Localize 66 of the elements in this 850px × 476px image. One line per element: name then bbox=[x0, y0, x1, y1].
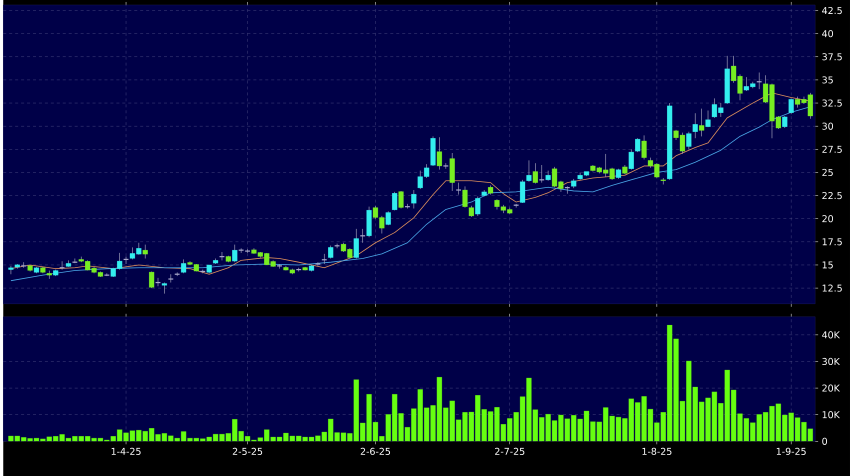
y-tick-label: 30K bbox=[822, 358, 840, 365]
candlestick bbox=[488, 184, 494, 195]
candlestick bbox=[321, 253, 328, 264]
candlestick bbox=[538, 164, 545, 183]
candlestick bbox=[788, 98, 794, 114]
candlestick bbox=[468, 205, 474, 218]
candlestick bbox=[360, 228, 366, 244]
candlestick bbox=[328, 245, 334, 259]
candlestick bbox=[404, 203, 410, 209]
y-tick-label: 17.5 bbox=[822, 238, 842, 246]
candlestick bbox=[398, 190, 404, 209]
candlestick bbox=[571, 178, 576, 188]
candlestick bbox=[232, 244, 238, 262]
candlestick bbox=[705, 110, 711, 128]
x-tick-label: 1-8-25 bbox=[642, 448, 672, 455]
candlestick bbox=[641, 135, 647, 160]
y-tick-label: 20K bbox=[822, 384, 840, 392]
y-tick-label: 40K bbox=[822, 331, 840, 338]
y-tick-label: 0 bbox=[822, 438, 828, 445]
y-tick-label: 35 bbox=[822, 76, 833, 84]
x-tick-label: 2-5-25 bbox=[232, 448, 262, 455]
x-tick-label: 1-9-25 bbox=[776, 448, 806, 455]
candlestick bbox=[354, 228, 359, 259]
candlestick bbox=[526, 160, 532, 182]
candlestick bbox=[162, 282, 167, 294]
y-tick-label: 25 bbox=[822, 168, 833, 176]
y-tick-label: 42.5 bbox=[822, 6, 842, 14]
y-tick-label: 12.5 bbox=[822, 284, 842, 292]
y-tick-label: 30 bbox=[822, 122, 834, 130]
candlestick bbox=[686, 131, 692, 150]
candlestick bbox=[149, 271, 154, 288]
y-tick-label: 10K bbox=[822, 411, 840, 418]
candlestick bbox=[142, 244, 148, 259]
candlestick bbox=[635, 138, 640, 152]
candlestick bbox=[532, 162, 538, 184]
y-tick-label: 22.5 bbox=[822, 192, 842, 200]
y-tick-label: 20 bbox=[822, 215, 834, 222]
candlestick bbox=[8, 265, 14, 274]
x-tick-label: 2-6-25 bbox=[360, 448, 390, 455]
candlestick bbox=[411, 190, 416, 209]
y-tick-label: 15 bbox=[822, 261, 833, 268]
candlestick bbox=[756, 72, 762, 90]
bar bbox=[418, 389, 423, 442]
candlestick bbox=[436, 136, 442, 170]
candlestick bbox=[334, 243, 340, 249]
candlestick bbox=[699, 108, 704, 137]
x-tick-label: 1-4-25 bbox=[112, 448, 141, 455]
candlestick bbox=[546, 170, 551, 182]
candlestick bbox=[462, 186, 468, 208]
bar bbox=[667, 324, 672, 442]
candlestick bbox=[59, 260, 66, 270]
candlestick bbox=[628, 148, 634, 170]
candlestick bbox=[692, 112, 698, 138]
candlestick bbox=[181, 258, 186, 274]
candlestick bbox=[475, 196, 480, 216]
y-tick-label: 32.5 bbox=[822, 99, 842, 107]
y-tick-label: 27.5 bbox=[822, 146, 842, 153]
y-tick-label: 37.5 bbox=[822, 53, 842, 60]
candlestick bbox=[392, 191, 398, 211]
candlestick bbox=[616, 168, 622, 180]
candlestick bbox=[782, 116, 788, 128]
candlestick bbox=[622, 164, 628, 175]
x-tick-label: 2-7-25 bbox=[495, 448, 524, 455]
candlestick bbox=[520, 179, 526, 204]
candlestick bbox=[386, 210, 391, 226]
y-tick-label: 40 bbox=[822, 30, 834, 38]
